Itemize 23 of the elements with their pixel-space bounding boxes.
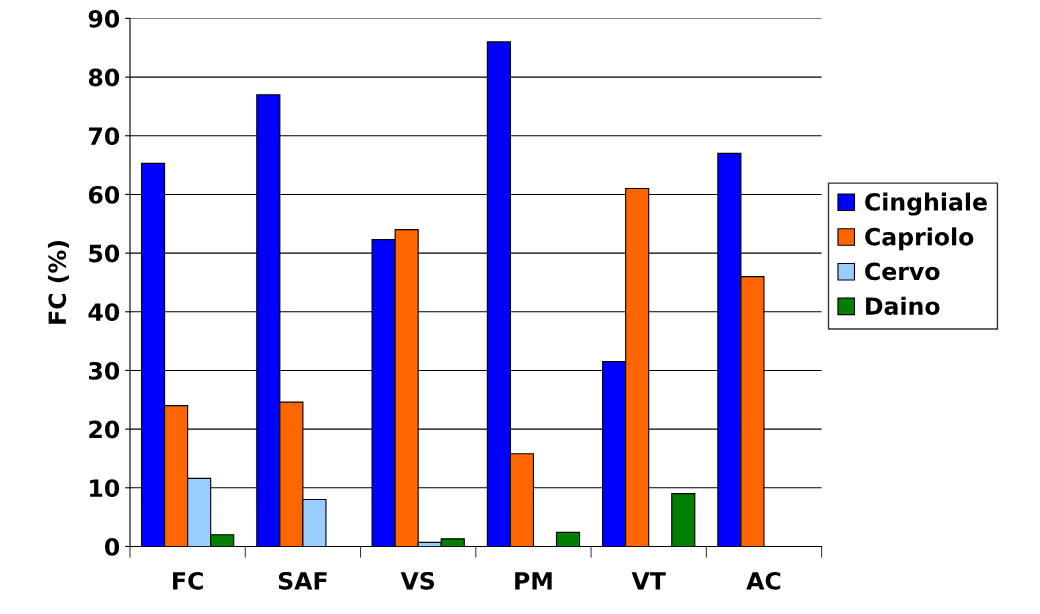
x-tick-label: PM <box>515 572 552 590</box>
y-tick-label: 70 <box>89 127 120 146</box>
y-tick-label: 80 <box>88 68 120 87</box>
x-tick-label: VT <box>631 572 666 590</box>
legend-label: Cervo <box>865 262 940 281</box>
legend-label: Capriolo <box>865 227 974 251</box>
y-tick-label: 60 <box>88 185 120 204</box>
bar <box>671 493 696 547</box>
y-tick-label: 50 <box>89 244 120 263</box>
x-tick-label: AC <box>746 571 781 590</box>
y-axis-title: FC (%) <box>47 241 69 324</box>
y-tick-label: 30 <box>89 361 120 380</box>
x-tick-label: SAF <box>278 571 327 590</box>
x-tick-label: VS <box>400 571 435 590</box>
y-tick-label: 90 <box>88 9 120 28</box>
legend-label: Daino <box>866 296 940 315</box>
legend-label: Cinghiale <box>865 192 987 216</box>
y-tick-label: 20 <box>89 420 120 439</box>
x-tick-label: FC <box>173 571 203 590</box>
y-tick-label: 40 <box>88 303 120 322</box>
y-tick-label: 0 <box>104 537 120 556</box>
y-tick-label: 10 <box>90 479 120 498</box>
bar <box>555 531 581 547</box>
